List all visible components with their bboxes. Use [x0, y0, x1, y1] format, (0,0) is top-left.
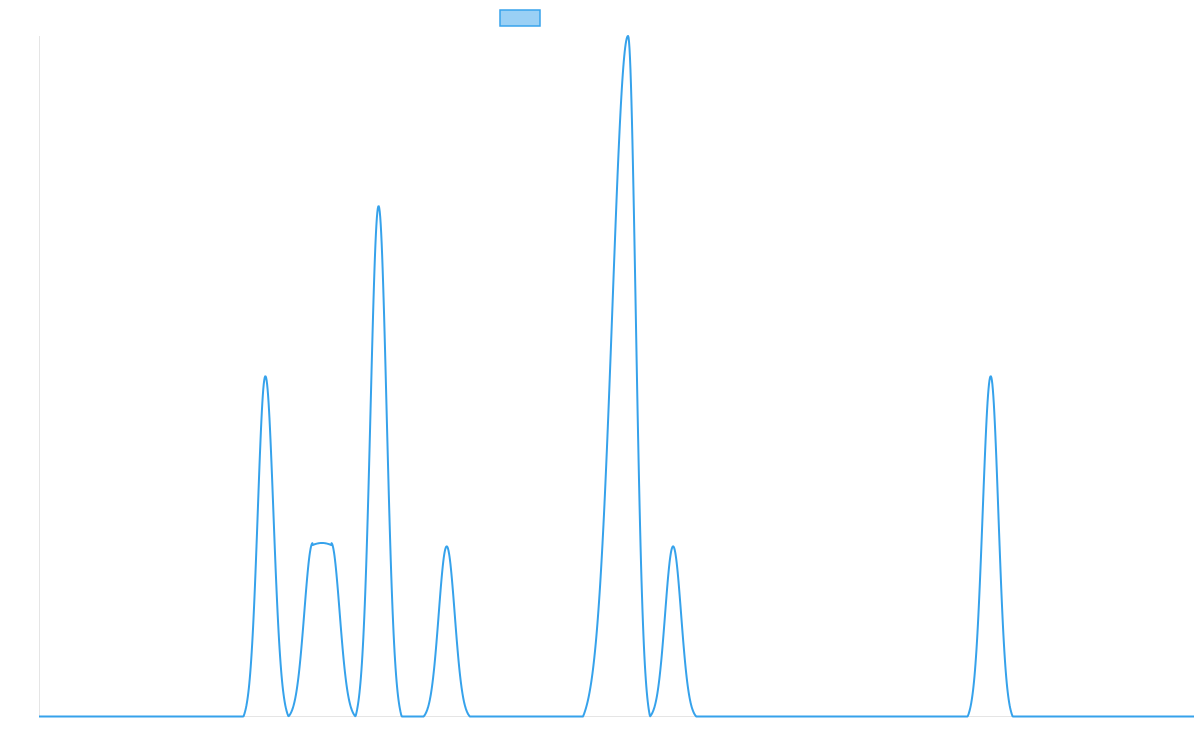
data-point[interactable] [444, 543, 450, 549]
series-group [38, 33, 1195, 718]
data-point[interactable] [670, 543, 676, 549]
data-point[interactable] [988, 373, 994, 379]
data-point[interactable] [262, 373, 268, 379]
data-point[interactable] [625, 33, 631, 39]
data-point[interactable] [319, 540, 325, 546]
legend-swatch[interactable] [499, 9, 541, 27]
data-point[interactable] [376, 203, 382, 209]
legend[interactable] [499, 9, 541, 27]
series-line [38, 35, 1195, 718]
